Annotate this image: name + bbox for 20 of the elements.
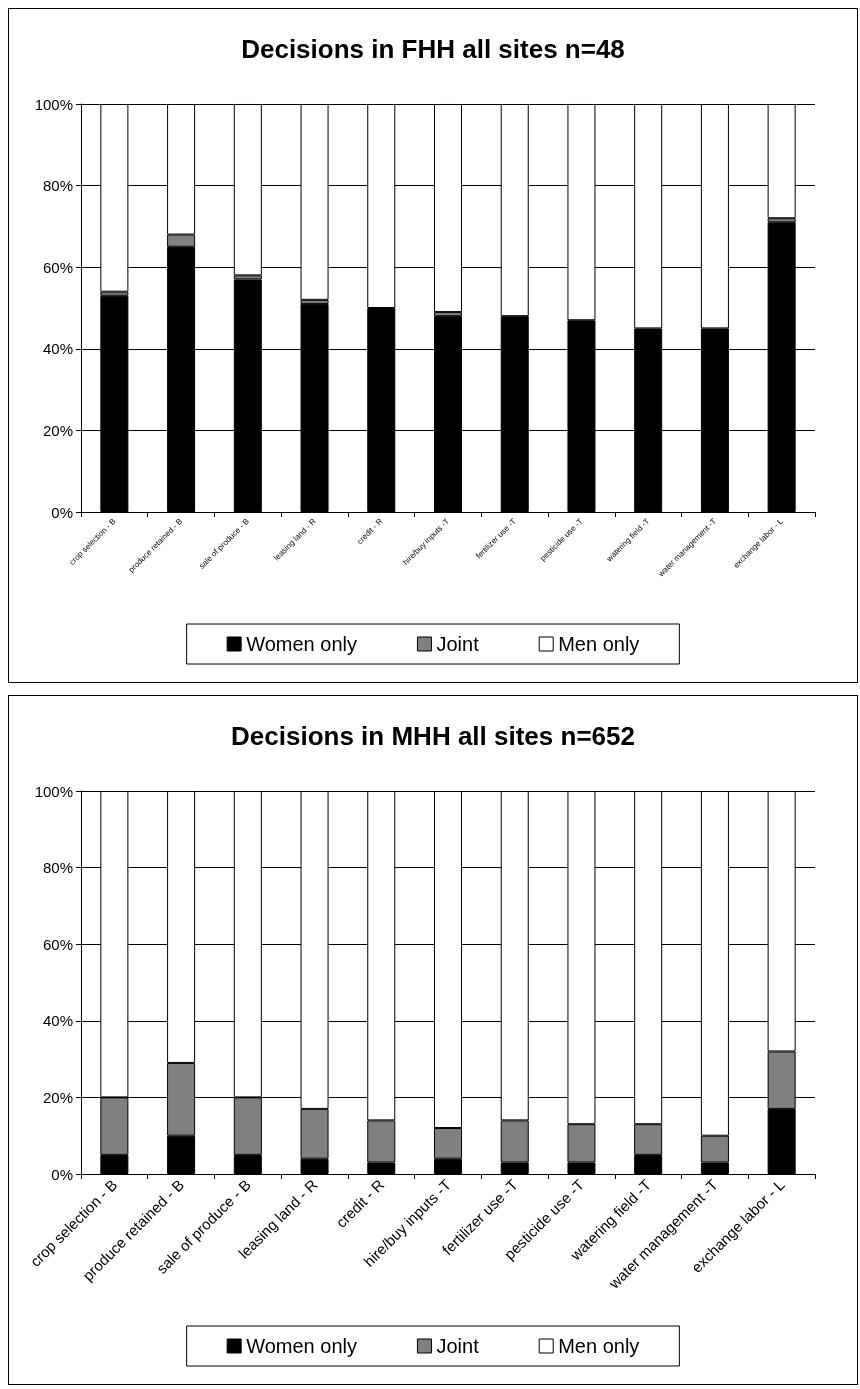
legend-label: Joint: [436, 633, 480, 655]
y-tick-label: 100%: [34, 95, 73, 113]
y-tick-label: 0%: [51, 503, 73, 521]
legend-label: Men only: [558, 633, 640, 655]
legend-label: Men only: [558, 1335, 640, 1357]
legend-label: Women only: [246, 1335, 357, 1357]
y-tick-label: 40%: [42, 340, 73, 358]
chart-title: Decisions in FHH all sites n=48: [241, 34, 625, 64]
y-tick-label: 20%: [42, 1088, 73, 1106]
y-tick-label: 60%: [42, 258, 73, 276]
y-tick-label: 100%: [34, 782, 73, 800]
chart-title: Decisions in MHH all sites n=652: [231, 721, 635, 751]
y-tick-label: 0%: [51, 1165, 73, 1183]
legend-label: Joint: [436, 1335, 480, 1357]
y-tick-label: 80%: [42, 859, 73, 877]
y-tick-label: 40%: [42, 1012, 73, 1030]
y-tick-label: 20%: [42, 421, 73, 439]
y-tick-label: 60%: [42, 935, 73, 953]
y-tick-label: 80%: [42, 177, 73, 195]
legend-label: Women only: [246, 633, 357, 655]
